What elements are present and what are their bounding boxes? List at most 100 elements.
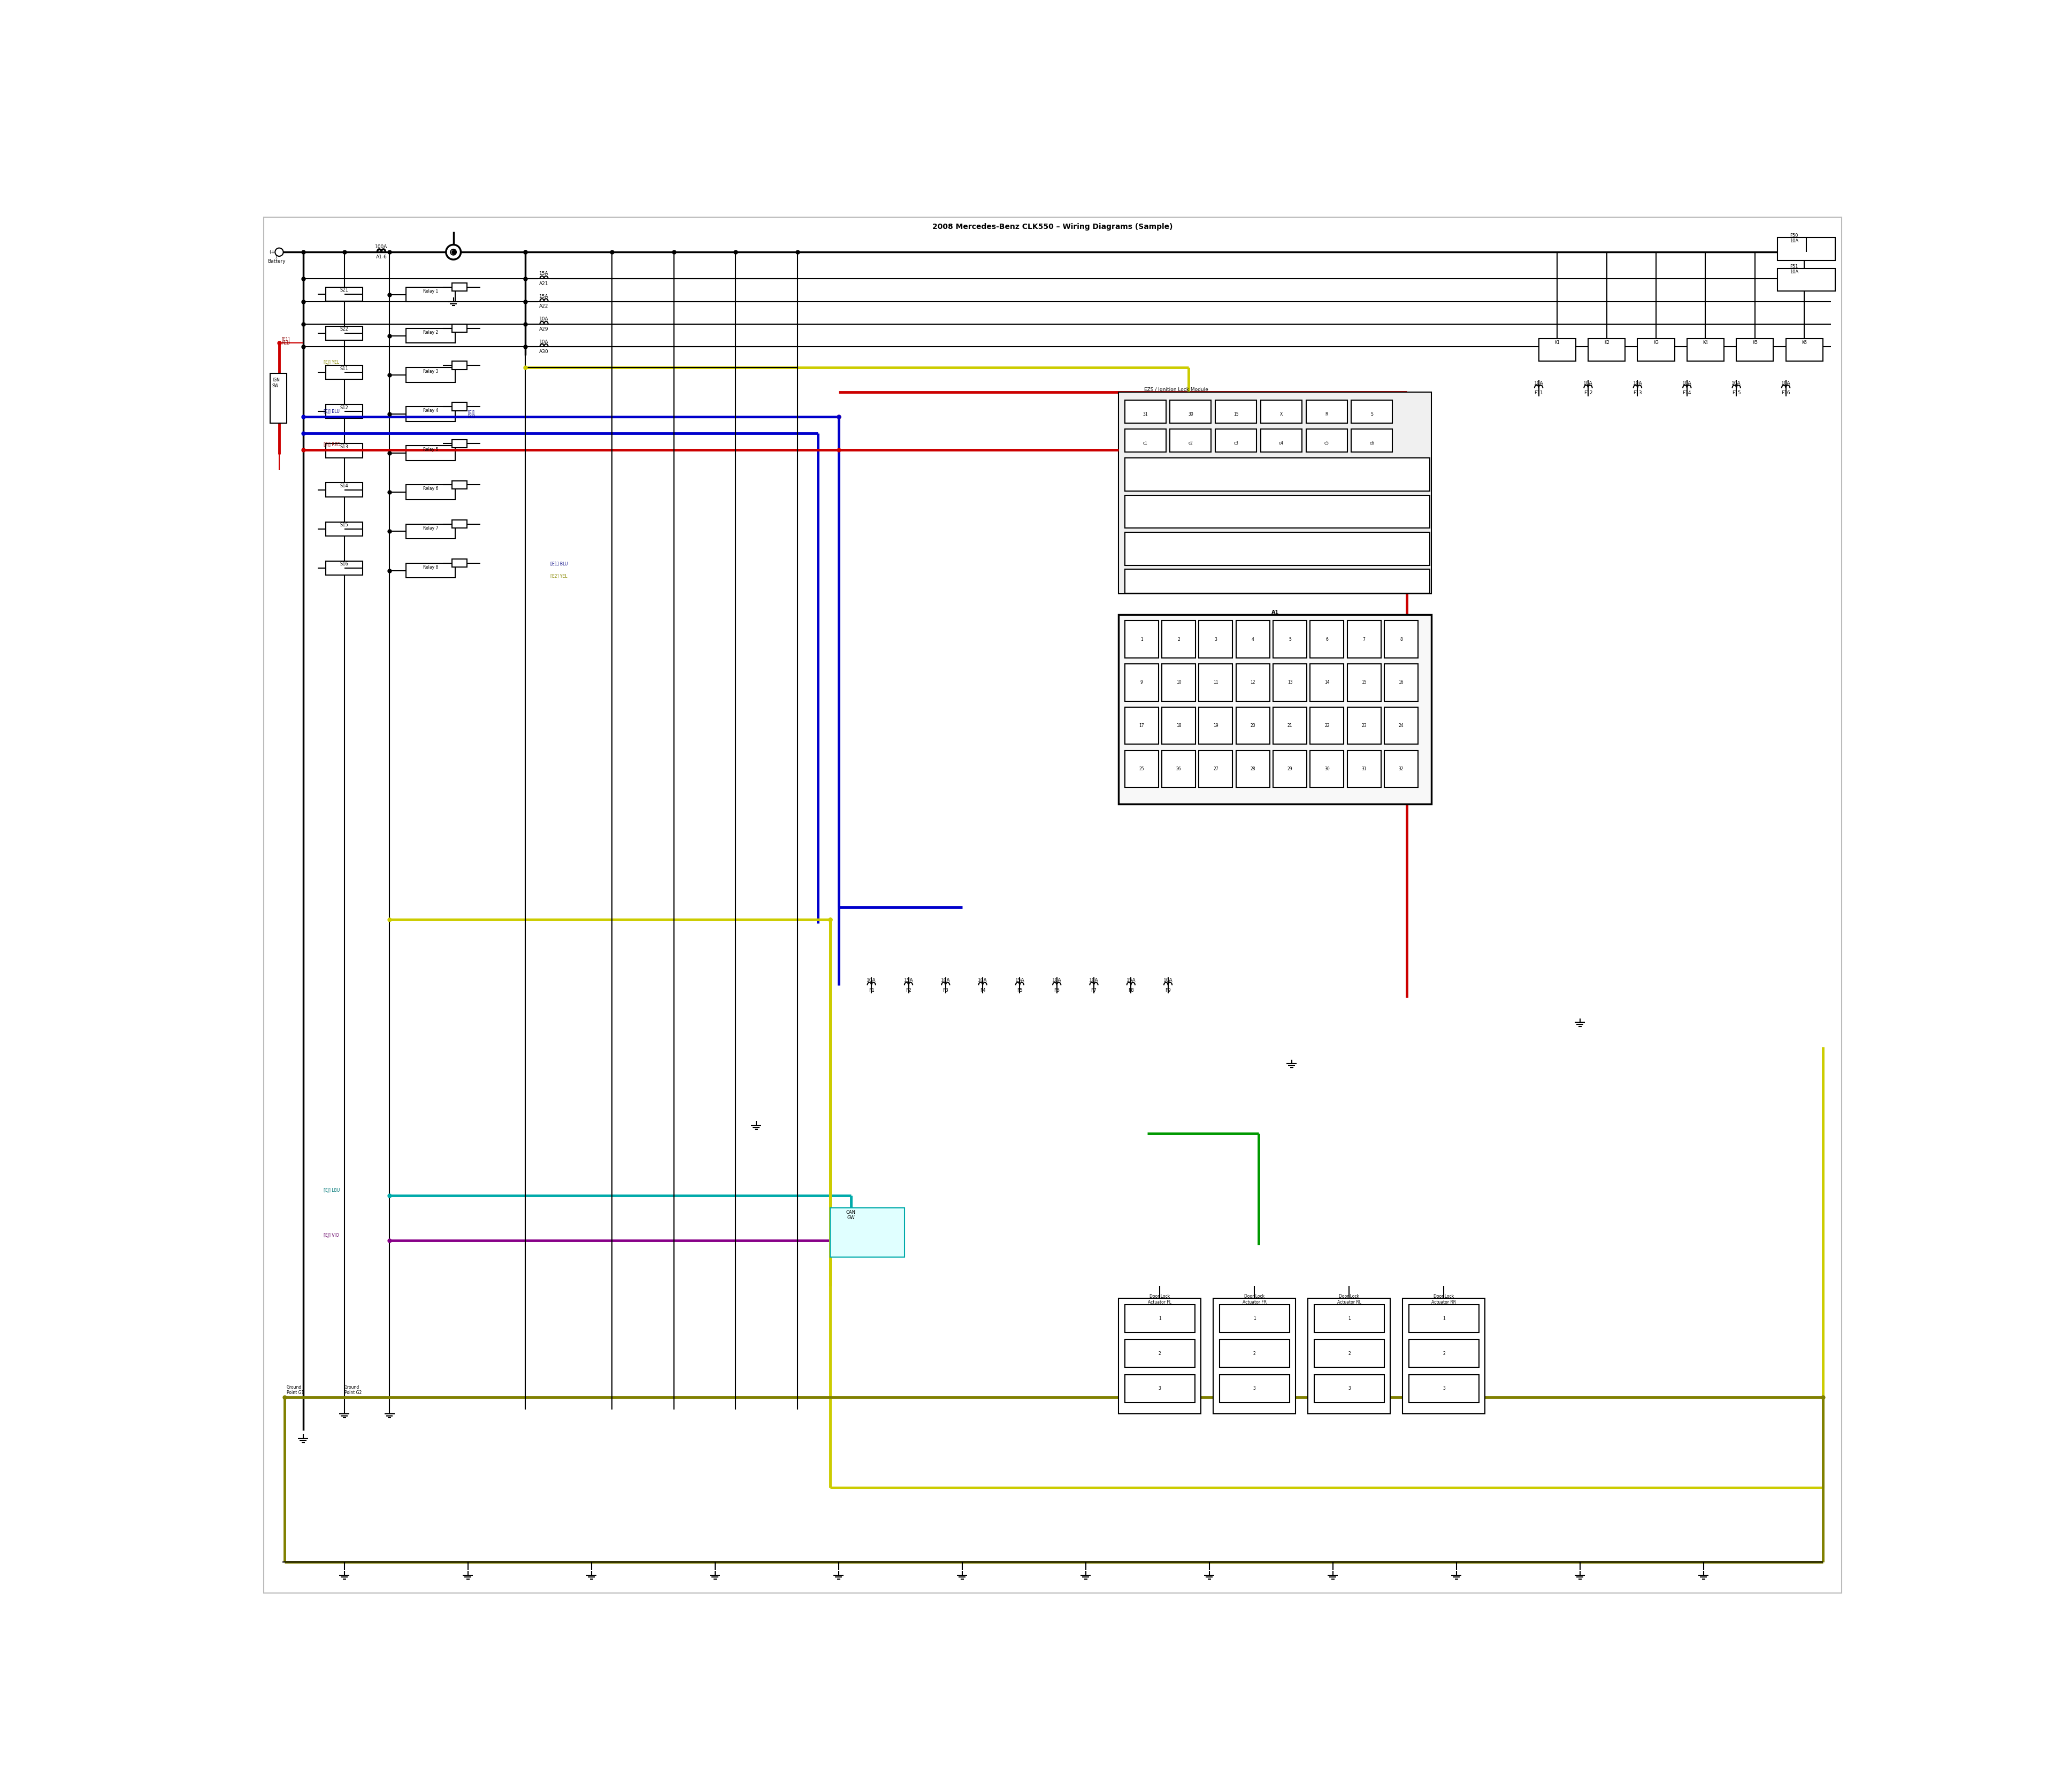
Text: 30: 30: [1187, 412, 1193, 418]
Text: 11: 11: [1214, 681, 1218, 685]
Bar: [1273, 708, 1306, 744]
Text: Battery: Battery: [267, 258, 286, 263]
Text: 15A: 15A: [904, 978, 914, 982]
Bar: [1777, 238, 1834, 260]
Text: F1: F1: [869, 987, 875, 993]
Text: 10A: 10A: [941, 978, 951, 982]
Bar: [452, 403, 466, 410]
Text: EZS / Ignition Lock Module: EZS / Ignition Lock Module: [1144, 387, 1208, 392]
Text: 1: 1: [1442, 1315, 1446, 1321]
Text: 18: 18: [1177, 724, 1181, 728]
Text: BLU: BLU: [468, 414, 477, 419]
Bar: [1261, 430, 1302, 452]
Text: 23: 23: [1362, 724, 1366, 728]
Bar: [407, 446, 456, 461]
Bar: [1220, 1339, 1290, 1367]
Bar: [407, 287, 456, 301]
Bar: [1119, 1299, 1202, 1414]
Bar: [1384, 665, 1417, 701]
Text: K4: K4: [1703, 340, 1709, 346]
Text: c4: c4: [1280, 441, 1284, 446]
Bar: [1126, 1339, 1195, 1367]
Bar: [1409, 1374, 1479, 1403]
Text: 20: 20: [1251, 724, 1255, 728]
Text: F15: F15: [1732, 391, 1742, 396]
Bar: [1237, 708, 1269, 744]
Text: 14: 14: [1325, 681, 1329, 685]
Bar: [452, 480, 466, 489]
Text: Relay 8: Relay 8: [423, 564, 438, 570]
Bar: [1200, 665, 1232, 701]
Bar: [1261, 400, 1302, 423]
Bar: [830, 1208, 904, 1258]
Bar: [407, 523, 456, 539]
Text: IGN
SW: IGN SW: [273, 378, 279, 389]
Text: CAN
GW: CAN GW: [846, 1210, 857, 1220]
Text: 8: 8: [1401, 636, 1403, 642]
Text: 26: 26: [1177, 767, 1181, 771]
Text: A1: A1: [1271, 609, 1280, 615]
Text: c2: c2: [1189, 441, 1193, 446]
Bar: [1163, 708, 1195, 744]
Text: 25: 25: [1140, 767, 1144, 771]
Bar: [1216, 430, 1257, 452]
Bar: [407, 328, 456, 342]
Bar: [1310, 708, 1343, 744]
Bar: [407, 407, 456, 421]
Text: 19: 19: [1214, 724, 1218, 728]
Text: [EJ]: [EJ]: [468, 410, 474, 416]
Bar: [1347, 708, 1380, 744]
Text: 16: 16: [1399, 681, 1403, 685]
Bar: [1126, 459, 1430, 491]
Bar: [1384, 708, 1417, 744]
Text: Relay 1: Relay 1: [423, 289, 438, 294]
Text: 1: 1: [1253, 1315, 1255, 1321]
Text: [E2] YEL: [E2] YEL: [550, 573, 567, 579]
Text: (+): (+): [269, 249, 277, 254]
Bar: [327, 521, 364, 536]
Bar: [1126, 708, 1158, 744]
Bar: [1273, 620, 1306, 658]
Text: A29: A29: [540, 326, 548, 332]
Text: [EJ] RED: [EJ] RED: [325, 443, 341, 448]
Bar: [1237, 665, 1269, 701]
Text: 1: 1: [1347, 1315, 1349, 1321]
Text: [EJ] YEL: [EJ] YEL: [325, 360, 339, 366]
Bar: [1409, 1339, 1479, 1367]
Bar: [1306, 400, 1347, 423]
Bar: [1352, 430, 1393, 452]
Text: 100A: 100A: [376, 246, 388, 249]
Text: 29: 29: [1288, 767, 1292, 771]
Bar: [452, 520, 466, 529]
Bar: [1736, 339, 1773, 362]
Text: 10A: 10A: [867, 978, 877, 982]
Text: c1: c1: [1142, 441, 1148, 446]
Bar: [1200, 708, 1232, 744]
Text: 24: 24: [1399, 724, 1403, 728]
Text: 10A: 10A: [1163, 978, 1173, 982]
Bar: [1637, 339, 1674, 362]
Text: 10A: 10A: [1534, 380, 1543, 385]
Text: R: R: [1325, 412, 1329, 418]
Text: 10: 10: [1177, 681, 1181, 685]
Text: 15: 15: [1362, 681, 1366, 685]
Text: [E1] BLU: [E1] BLU: [550, 561, 567, 566]
Text: 32: 32: [1399, 767, 1403, 771]
Text: K2: K2: [1604, 340, 1608, 346]
Circle shape: [450, 249, 456, 254]
Bar: [452, 324, 466, 333]
Text: 2: 2: [1177, 636, 1179, 642]
Bar: [1310, 665, 1343, 701]
Bar: [1237, 620, 1269, 658]
Text: 15A: 15A: [540, 294, 548, 299]
Text: Door Lock
Actuator FL: Door Lock Actuator FL: [1148, 1294, 1171, 1305]
Text: S13: S13: [341, 444, 349, 450]
Bar: [452, 559, 466, 568]
Text: 31: 31: [1142, 412, 1148, 418]
Bar: [1171, 400, 1212, 423]
Text: A22: A22: [540, 305, 548, 308]
Bar: [1220, 1305, 1290, 1333]
Bar: [1119, 392, 1432, 593]
Text: Relay 6: Relay 6: [423, 486, 438, 491]
Text: 31: 31: [1362, 767, 1366, 771]
